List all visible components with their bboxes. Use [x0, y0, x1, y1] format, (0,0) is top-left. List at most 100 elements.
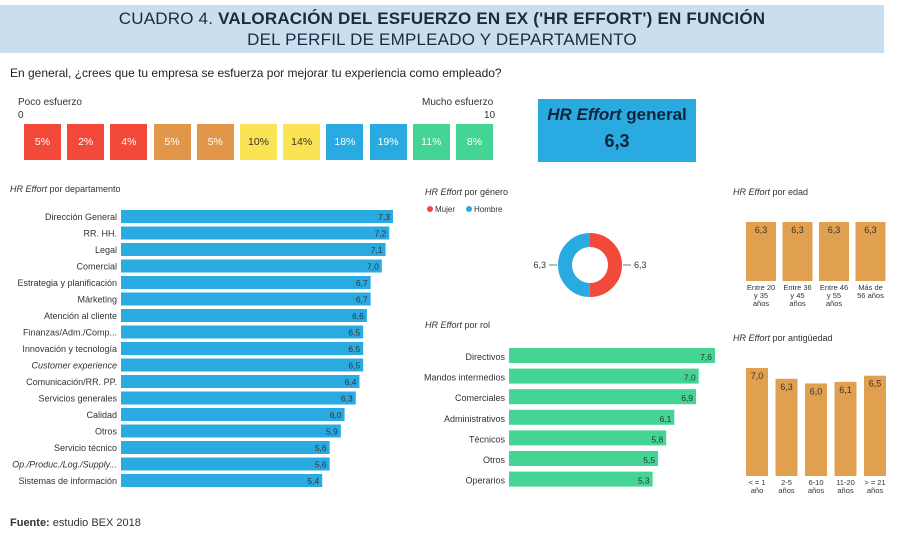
scale-box-9: 11%	[412, 124, 450, 160]
scale-max: 10	[484, 110, 496, 121]
role-category-label: Otros	[483, 455, 506, 465]
dept-bar	[121, 408, 345, 421]
dept-category-label: Customer experience	[31, 361, 117, 371]
gender-title-italic: HR Effort	[425, 187, 463, 197]
age-bar	[746, 222, 776, 281]
dept-value-label: 6,7	[356, 278, 368, 288]
scale-box-5: 10%	[240, 124, 277, 160]
title-main-2: DEL PERFIL DE EMPLEADO Y DEPARTAMENTO	[247, 30, 637, 49]
scale-box-8: 19%	[369, 124, 407, 160]
dept-bar	[121, 424, 341, 438]
dept-bar	[121, 474, 323, 487]
dept-bar	[121, 391, 356, 405]
dept-category-label: RR. HH.	[84, 229, 118, 239]
role-title-italic: HR Effort	[425, 320, 463, 330]
tenure-category-label: 11-20	[836, 478, 855, 487]
tenure-category-label: años	[837, 486, 854, 495]
tenure-title-rest: por antigüedad	[770, 333, 833, 343]
tenure-category-label: > = 21	[864, 478, 885, 487]
role-value-label: 6,1	[660, 414, 672, 424]
age-category-label: y 55	[827, 291, 841, 300]
gender-legend-marker	[466, 206, 472, 212]
tenure-bar	[805, 383, 827, 476]
dept-bar	[121, 259, 382, 273]
role-bar	[509, 471, 653, 487]
dept-bar	[121, 342, 364, 355]
gender-value-label: 6,3	[533, 260, 546, 270]
dept-category-label: Servicios generales	[38, 394, 117, 404]
dept-bar	[121, 375, 360, 388]
dept-value-label: 6,7	[356, 295, 368, 305]
age-category-label: 56 años	[857, 291, 884, 300]
dept-value-label: 6,5	[348, 344, 360, 354]
age-category-label: Entre 20	[747, 283, 775, 292]
gender-legend-label: Hombre	[474, 205, 503, 214]
dept-value-label: 6,5	[348, 361, 360, 371]
dept-value-label: 7,0	[367, 262, 379, 272]
gender-slice	[558, 233, 622, 297]
dept-category-label: Atención al cliente	[44, 311, 117, 321]
role-value-label: 7,0	[684, 373, 696, 383]
age-category-label: Entre 36	[783, 283, 811, 292]
dept-category-label: Estrategia y planificación	[17, 278, 117, 288]
scale-box-6: 14%	[283, 124, 321, 160]
age-category-label: años	[753, 299, 770, 308]
role-bar	[509, 409, 675, 425]
scale-box-7: 18%	[326, 124, 364, 160]
tenure-category-label: 2-5	[781, 478, 792, 487]
dept-category-label: Op./Produc./Log./Supply...	[12, 460, 117, 470]
dept-category-label: Dirección General	[45, 212, 117, 222]
tenure-category-label: 6-10	[808, 478, 823, 487]
dept-value-label: 7,3	[378, 212, 390, 222]
dept-value-label: 5,6	[315, 460, 327, 470]
survey-question: En general, ¿crees que tu empresa se esf…	[10, 66, 502, 80]
scale-box-10: 8%	[456, 124, 493, 160]
dept-bar	[121, 243, 386, 256]
role-value-label: 6,9	[681, 393, 693, 403]
dept-bar	[121, 292, 371, 306]
role-value-label: 5,5	[643, 455, 655, 465]
tenure-value-label: 6,5	[869, 379, 882, 389]
gender-chart-title: HR Effort por género	[425, 187, 508, 197]
dept-bar	[121, 457, 330, 471]
dept-bar	[121, 210, 393, 223]
dept-category-label: Calidad	[86, 410, 117, 420]
role-bar	[509, 348, 715, 363]
general-title-rest: general	[621, 105, 687, 124]
title-bar: CUADRO 4. VALORACIÓN DEL ESFUERZO EN EX …	[0, 5, 884, 53]
tenure-category-label: < = 1	[748, 478, 765, 487]
gender-legend-label: Mujer	[435, 205, 455, 214]
age-category-label: años	[789, 299, 806, 308]
role-bar	[509, 368, 699, 384]
dept-title-italic: HR Effort	[10, 184, 48, 194]
tenure-category-label: años	[867, 486, 884, 495]
dept-value-label: 6,6	[352, 311, 364, 321]
dept-value-label: 5,4	[307, 476, 319, 486]
dept-bar	[121, 325, 364, 339]
general-title-italic: HR Effort	[547, 105, 622, 124]
role-category-label: Administrativos	[444, 414, 506, 424]
age-bar	[782, 222, 813, 281]
dept-category-label: Otros	[95, 427, 118, 437]
dept-category-label: Innovación y tecnología	[22, 344, 117, 354]
dept-bar	[121, 358, 364, 372]
dept-value-label: 7,2	[374, 229, 386, 239]
dept-category-label: Comunicación/RR. PP.	[26, 377, 117, 387]
role-value-label: 5,3	[638, 476, 650, 486]
scale-box-1: 2%	[67, 124, 105, 160]
tenure-value-label: 7,0	[751, 371, 764, 381]
gender-legend-marker	[427, 206, 433, 212]
title-main-1: VALORACIÓN DEL ESFUERZO EN EX ('HR EFFOR…	[218, 9, 766, 28]
age-bar	[855, 222, 886, 281]
dept-category-label: Márketing	[77, 295, 117, 305]
role-bar	[509, 451, 659, 466]
tenure-category-label: años	[778, 486, 795, 495]
dept-category-label: Finanzas/Adm./Comp...	[23, 328, 117, 338]
tenure-title-italic: HR Effort	[733, 333, 771, 343]
tenure-bar	[746, 368, 768, 476]
tenure-chart-title: HR Effort por antigüedad	[733, 333, 833, 343]
source-label: Fuente:	[10, 517, 50, 529]
dept-value-label: 6,4	[345, 377, 357, 387]
tenure-value-label: 6,3	[780, 382, 793, 392]
scale-min: 0	[18, 110, 24, 121]
